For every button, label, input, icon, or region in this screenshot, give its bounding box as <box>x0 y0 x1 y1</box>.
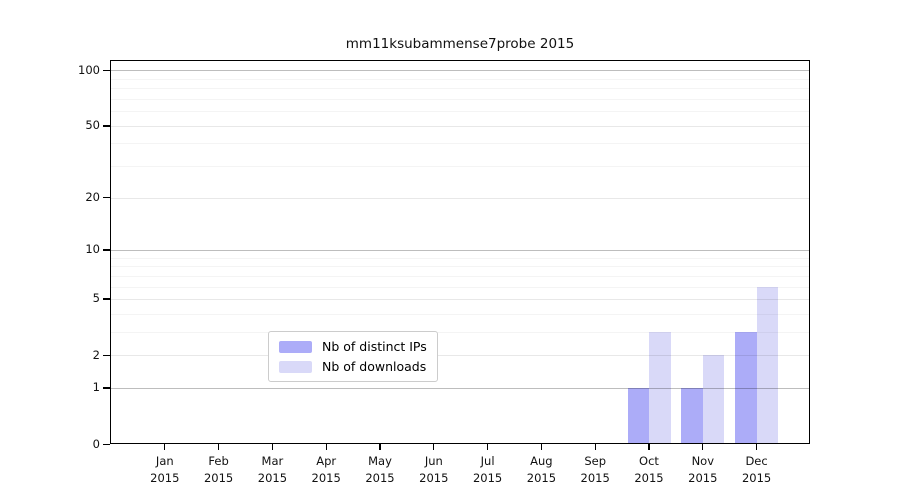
x-tick-month: Dec <box>745 454 768 468</box>
x-tick-month: Apr <box>316 454 337 468</box>
chart-title: mm11ksubammense7probe 2015 <box>345 36 575 52</box>
x-tick-month: Nov <box>691 454 715 468</box>
x-tick-label-nov: Nov 2015 <box>663 453 743 486</box>
y-tick-5 <box>103 298 110 300</box>
gridline-3 <box>110 331 810 333</box>
x-tick-may <box>379 444 381 450</box>
y-tick-1 <box>103 387 110 389</box>
x-tick-month: Sep <box>584 454 607 468</box>
x-tick-label-sep: Sep 2015 <box>555 453 635 486</box>
y-tick-label-1: 1 <box>92 380 100 395</box>
x-tick-apr <box>325 444 327 450</box>
x-tick-year: 2015 <box>365 470 395 485</box>
gridline-1 <box>110 387 810 389</box>
legend: Nb of distinct IPs Nb of downloads <box>268 331 438 382</box>
x-tick-year: 2015 <box>257 470 288 485</box>
gridline-70 <box>110 99 810 101</box>
x-tick-aug <box>540 444 543 450</box>
x-tick-label-may: May 2015 <box>340 453 420 486</box>
y-tick-10 <box>103 249 110 251</box>
x-tick-label-jun: Jun 2015 <box>394 453 474 486</box>
x-tick-feb <box>218 444 220 450</box>
x-tick-year: 2015 <box>634 470 664 485</box>
x-tick-month: Jun <box>424 454 443 468</box>
x-tick-label-dec: Dec 2015 <box>717 453 797 486</box>
y-tick-label-2: 2 <box>92 347 100 362</box>
gridline-2 <box>110 355 810 357</box>
x-tick-nov <box>702 444 704 450</box>
x-tick-year: 2015 <box>419 470 449 485</box>
y-tick-label-10: 10 <box>85 242 100 257</box>
legend-label-distinct-ips: Nb of distinct IPs <box>322 339 427 354</box>
gridline-4 <box>110 313 810 315</box>
y-tick-label-50: 50 <box>85 118 100 133</box>
y-tick-20 <box>103 197 110 199</box>
x-tick-year: 2015 <box>688 470 718 485</box>
gridline-100 <box>110 70 810 72</box>
x-tick-year: 2015 <box>203 470 234 485</box>
gridline-80 <box>110 88 810 90</box>
x-tick-year: 2015 <box>472 470 503 485</box>
x-tick-dec <box>756 444 758 450</box>
y-tick-2 <box>103 354 110 356</box>
gridline-10 <box>110 249 810 251</box>
legend-label-downloads: Nb of downloads <box>322 359 427 374</box>
gridline-40 <box>110 143 810 145</box>
x-tick-sep <box>594 444 596 450</box>
bar-dec-distinct-ips <box>735 331 757 444</box>
x-tick-label-apr: Apr 2015 <box>286 453 366 486</box>
x-tick-label-oct: Oct 2015 <box>609 453 689 486</box>
legend-item-distinct-ips: Nb of distinct IPs <box>279 339 427 354</box>
x-tick-label-mar: Mar 2015 <box>232 453 312 486</box>
x-tick-month: Jul <box>480 454 495 468</box>
x-tick-jun <box>433 444 435 450</box>
x-tick-month: Jan <box>155 454 174 468</box>
bar-nov-downloads <box>702 355 725 444</box>
y-tick-0 <box>103 443 110 445</box>
y-tick-50 <box>103 125 110 127</box>
x-tick-mar <box>271 444 274 450</box>
plot-area <box>110 60 810 444</box>
gridline-5 <box>110 298 810 300</box>
bar-dec-downloads <box>756 286 779 444</box>
bar-oct-downloads <box>649 331 671 444</box>
x-tick-month: Oct <box>639 454 659 468</box>
gridline-6 <box>110 286 810 288</box>
x-tick-jul <box>487 444 489 450</box>
x-tick-label-aug: Aug 2015 <box>501 453 581 486</box>
gridline-9 <box>110 257 810 259</box>
x-tick-jan <box>164 444 166 450</box>
y-tick-label-20: 20 <box>85 190 100 205</box>
x-tick-label-feb: Feb 2015 <box>179 453 259 486</box>
x-tick-year: 2015 <box>311 470 341 485</box>
gridline-60 <box>110 111 810 113</box>
x-tick-month: May <box>368 454 392 468</box>
gridline-50 <box>110 125 810 127</box>
legend-item-downloads: Nb of downloads <box>279 359 427 374</box>
x-tick-year: 2015 <box>526 470 557 485</box>
x-tick-year: 2015 <box>580 470 610 485</box>
x-tick-label-jan: Jan 2015 <box>125 453 205 486</box>
gridline-20 <box>110 197 810 199</box>
legend-swatch-downloads <box>279 360 312 373</box>
legend-swatch-distinct-ips <box>279 340 312 353</box>
gridline-90 <box>110 78 810 80</box>
y-tick-label-5: 5 <box>92 291 100 306</box>
x-tick-month: Feb <box>208 454 229 468</box>
x-tick-year: 2015 <box>150 470 180 485</box>
y-tick-label-100: 100 <box>78 62 100 77</box>
x-tick-month: Mar <box>261 454 284 468</box>
bar-oct-distinct-ips <box>627 387 649 444</box>
y-tick-100 <box>103 69 110 72</box>
gridline-7 <box>110 275 810 277</box>
x-tick-oct <box>648 444 650 450</box>
x-tick-month: Aug <box>530 454 553 468</box>
gridline-8 <box>110 266 810 268</box>
x-tick-year: 2015 <box>741 470 772 485</box>
x-tick-label-jul: Jul 2015 <box>448 453 528 486</box>
bar-nov-distinct-ips <box>681 387 703 444</box>
gridline-30 <box>110 166 810 168</box>
y-tick-label-0: 0 <box>92 436 100 451</box>
